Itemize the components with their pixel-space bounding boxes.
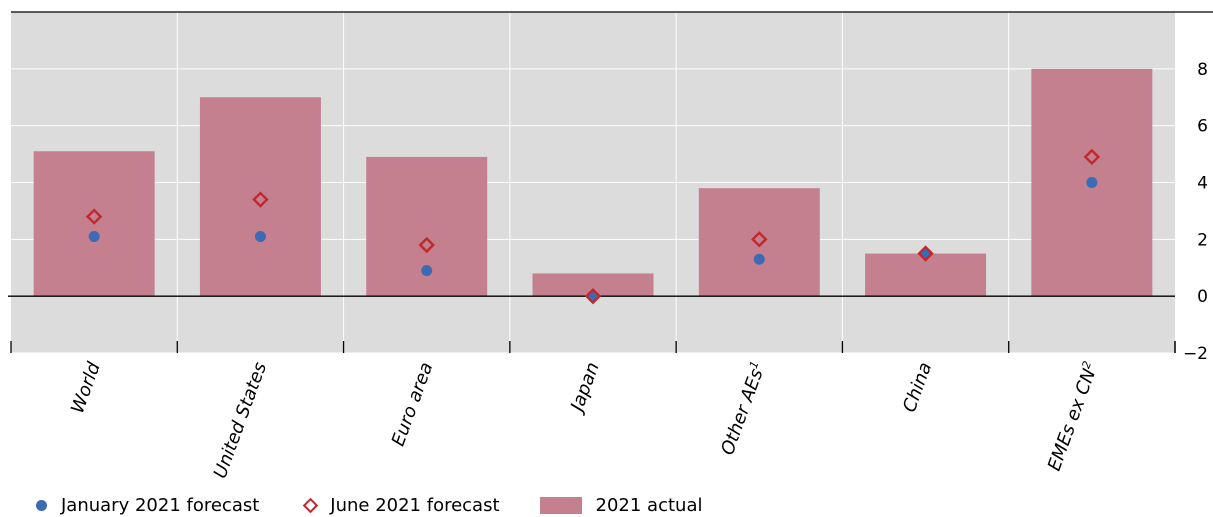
- january-forecast-dot-euro-area: [421, 265, 433, 277]
- y-tick-label: 4: [1197, 174, 1208, 194]
- y-tick-label: 8: [1197, 60, 1208, 80]
- legend-diamond-marker: [303, 497, 319, 513]
- category-label-united-states: United States: [210, 360, 271, 482]
- legend-item-january-forecast: January 2021 forecast: [36, 495, 259, 516]
- june-forecast-diamond-united-states: [252, 191, 269, 208]
- y-tick-label: 6: [1197, 117, 1208, 137]
- june-forecast-diamond-world: [85, 208, 103, 225]
- category-label-china: China: [899, 360, 936, 416]
- january-forecast-dot-united-states: [254, 230, 266, 242]
- january-forecast-dot-world: [88, 230, 100, 242]
- june-forecast-diamond-euro-area: [418, 236, 435, 254]
- legend-item-june-forecast: June 2021 forecast: [299, 494, 500, 516]
- january-forecast-dot-other-aes: [753, 253, 765, 265]
- june-forecast-diamond-other-aes: [751, 231, 768, 248]
- legend-dot-marker: [36, 499, 47, 511]
- legend-label-2021-actual: 2021 actual: [595, 494, 703, 516]
- category-label-world: World: [67, 359, 105, 416]
- bar-japan: [532, 273, 654, 297]
- y-tick-label: 2: [1197, 230, 1208, 250]
- june-forecast-diamond-china: [917, 245, 934, 262]
- category-label-japan: Japan: [566, 360, 604, 417]
- bar-other-aes: [698, 188, 820, 297]
- legend-label-january-forecast: January 2021 forecast: [61, 494, 260, 516]
- y-tick-label: 0: [1197, 287, 1208, 307]
- y-tick-label: −2: [1183, 344, 1208, 364]
- legend-bar-swatch: [539, 496, 582, 514]
- june-forecast-diamond-emes-ex-cn: [1083, 148, 1101, 166]
- june-forecast-diamond-japan: [584, 287, 602, 305]
- category-label-other-aes: Other AEs1: [716, 359, 770, 458]
- category-footnote-marker: 1: [747, 359, 762, 370]
- january-forecast-dot-emes-ex-cn: [1086, 177, 1098, 188]
- category-footnote-marker: 2: [1079, 359, 1094, 370]
- category-label-emes-ex-cn: EMEs ex CN2: [1043, 359, 1103, 474]
- legend-label-june-forecast: June 2021 forecast: [330, 494, 500, 516]
- category-label-euro-area: Euro area: [388, 360, 438, 449]
- legend: January 2021 forecast June 2021 forecast…: [36, 493, 743, 517]
- bar-united-states: [199, 97, 321, 297]
- legend-item-2021-actual: 2021 actual: [539, 494, 703, 516]
- chart: −2 0 2 4 6 8 World United States Euro area Japan O…: [8, 11, 1213, 482]
